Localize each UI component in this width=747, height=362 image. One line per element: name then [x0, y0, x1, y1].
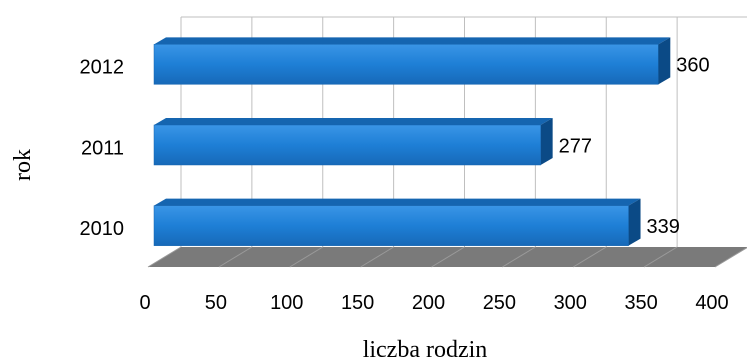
x-tick-label: 50 [205, 292, 227, 314]
floor-grid-line [289, 246, 324, 268]
x-tick-label: 0 [139, 292, 150, 314]
bar-side-face [658, 37, 671, 85]
floor-grid-line [714, 247, 747, 268]
chart-floor [147, 246, 747, 268]
x-tick-label: 200 [412, 292, 445, 314]
x-tick-label: 350 [624, 292, 657, 314]
x-tick-labels: 0 50 100 150 200 250 300 350 400 [139, 292, 728, 314]
floor-grid-line [643, 246, 678, 268]
bar [153, 44, 659, 85]
y-axis-title: rok [10, 149, 36, 181]
floor-grid-line [147, 246, 182, 268]
bar [153, 124, 541, 166]
y-tick-labels: 2010 2011 2012 [80, 57, 125, 240]
data-label: 277 [559, 135, 592, 157]
bar-top-face [154, 37, 671, 45]
floor-grid-line [360, 246, 394, 268]
floor-grid-line [218, 246, 253, 268]
y-tick-label: 2012 [80, 57, 125, 79]
bars [153, 37, 671, 246]
bar-side-face [540, 118, 553, 165]
floor-grid-line [502, 246, 536, 268]
bar [153, 205, 629, 246]
x-tick-label: 100 [270, 292, 303, 314]
data-labels: 339 277 360 [559, 55, 710, 238]
x-tick-label: 400 [695, 292, 728, 314]
bar-top-face [154, 118, 553, 125]
bar-side-face [628, 198, 641, 246]
floor-grid-line [572, 246, 607, 268]
y-tick-label: 2010 [80, 218, 125, 240]
x-tick-label: 150 [341, 292, 374, 314]
bar-top-face [154, 198, 641, 206]
data-label: 339 [647, 216, 680, 238]
floor-grid-line [431, 246, 465, 268]
x-tick-label: 250 [483, 292, 516, 314]
data-label: 360 [676, 55, 709, 77]
x-axis-title: liczba rodzin [363, 337, 488, 362]
x-tick-label: 300 [554, 292, 587, 314]
y-tick-label: 2011 [81, 137, 124, 159]
